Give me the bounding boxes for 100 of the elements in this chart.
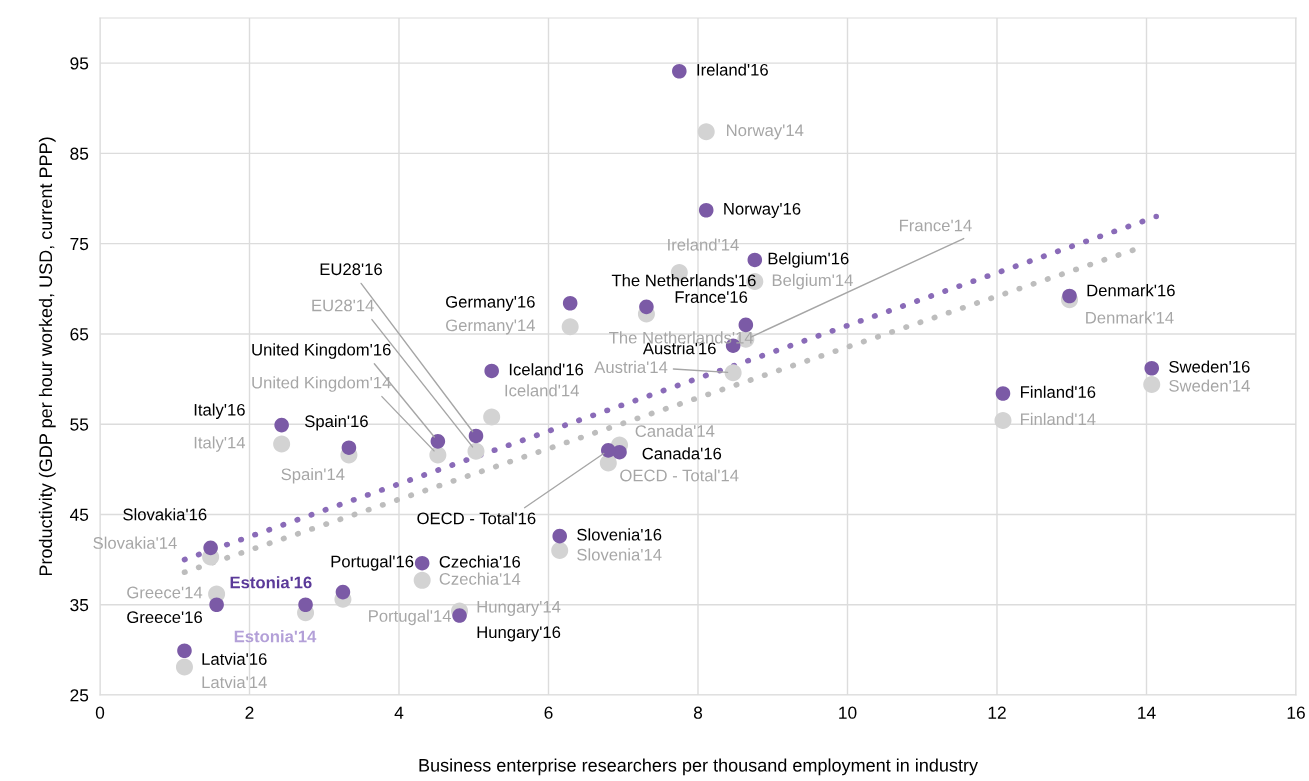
annotation: EU28'14 (312, 299, 374, 312)
annotation: Belgium'16 (768, 252, 849, 268)
annotation: Portugal'14 (369, 609, 452, 626)
point (274, 417, 289, 433)
x-tick-label: 16 (1287, 706, 1305, 719)
y-axis-title: Productivity (GDP per hour worked, USD, current PPP) (38, 137, 56, 576)
annotation: Spain'14 (281, 467, 345, 484)
annotation: Ireland'16 (697, 63, 768, 76)
y-tick-label: 35 (70, 598, 89, 612)
annotation: Spain'16 (305, 414, 368, 431)
point (1143, 375, 1161, 393)
x-tick-label: 14 (1138, 706, 1156, 719)
annotation: OECD - Total'16 (417, 512, 536, 525)
annotation: Italy'14 (194, 436, 246, 452)
annotation: Slovakia'14 (93, 536, 177, 549)
annotation: The Netherlands'14 (609, 331, 754, 344)
x-tick-label: 10 (839, 706, 857, 719)
y-tick-label: 45 (69, 508, 89, 521)
annotation: Denmark'16 (1087, 284, 1175, 297)
annotation: Estonia'16 (230, 576, 312, 589)
point (639, 299, 654, 315)
annotation: Sweden'16 (1169, 360, 1250, 373)
point (562, 295, 578, 311)
x-tick-label: 8 (693, 706, 703, 719)
point (341, 440, 357, 455)
point (413, 571, 431, 589)
annotation: Finland'16 (1021, 385, 1096, 398)
x-tick-label: 4 (394, 706, 404, 719)
point (724, 364, 742, 382)
annotation: Hungary'16 (477, 626, 561, 642)
point (175, 658, 193, 676)
annotation: Iceland'16 (509, 363, 584, 376)
x-axis-title: Business enterprise researchers per thousand employment in industry (419, 758, 978, 776)
point (552, 528, 567, 544)
point (468, 428, 484, 444)
annotation: The Netherlands'16 (611, 274, 756, 287)
point (483, 408, 501, 426)
annotation: Greece'16 (127, 611, 202, 624)
point (697, 123, 715, 141)
x-tick-label: 2 (245, 706, 254, 719)
annotation: Ireland'14 (668, 238, 739, 251)
annotation: Estonia'14 (234, 630, 317, 643)
point (672, 63, 687, 79)
annotation: France'16 (675, 291, 748, 303)
annotation: Denmark'14 (1086, 311, 1174, 324)
y-tick-label: 95 (70, 57, 89, 70)
annotation: Germany'16 (446, 295, 535, 312)
point (698, 202, 714, 218)
annotation: Finland'14 (1021, 412, 1096, 426)
point (203, 540, 218, 556)
point (1144, 360, 1160, 376)
point (209, 597, 224, 613)
annotation: Austria'16 (642, 342, 716, 355)
y-tick-label: 55 (70, 418, 89, 431)
annotation: France'14 (899, 219, 972, 232)
point (994, 412, 1012, 430)
point (599, 454, 617, 472)
annotation: Slovenia'16 (577, 528, 662, 541)
annotation: Portugal'16 (331, 555, 414, 571)
point (452, 608, 467, 623)
annotation: Germany'14 (446, 319, 535, 335)
point (430, 434, 446, 449)
y-tick-label: 75 (70, 238, 89, 251)
annotation: Latvia'14 (202, 675, 267, 689)
annotation: Norway'16 (724, 202, 801, 219)
y-tick-label: 85 (70, 147, 89, 160)
annotation: Czechia'14 (439, 572, 521, 585)
point (273, 435, 291, 453)
point (551, 542, 569, 560)
point (298, 597, 313, 613)
point (467, 442, 485, 460)
point (335, 584, 351, 600)
annotation: United Kingdom'16 (252, 343, 391, 359)
point (747, 252, 763, 268)
point (484, 363, 499, 379)
point (414, 555, 430, 571)
annotation: United Kingdom'14 (252, 376, 391, 392)
annotation: Austria'14 (594, 360, 668, 374)
point (429, 446, 447, 464)
annotation: Sweden'14 (1169, 379, 1250, 392)
annotation: Canada'14 (635, 424, 715, 437)
annotation: Latvia'16 (202, 652, 267, 665)
annotation: Hungary'14 (477, 601, 561, 617)
y-tick-label: 25 (70, 689, 89, 702)
annotation: OECD - Total'14 (620, 469, 739, 482)
annotation: Czechia'16 (439, 555, 521, 568)
annotation: Slovakia'16 (123, 508, 207, 521)
x-tick-label: 12 (988, 706, 1006, 719)
annotation: Greece'14 (127, 586, 203, 599)
x-tick-label: 0 (95, 706, 105, 719)
annotation: Iceland'14 (505, 384, 579, 397)
y-tick-label: 65 (70, 328, 89, 341)
point (1062, 288, 1077, 304)
annotation: EU28'16 (320, 263, 382, 276)
point (177, 643, 192, 659)
annotation: Slovenia'14 (577, 548, 662, 561)
point (995, 386, 1011, 401)
annotation: Italy'16 (194, 403, 245, 419)
annotation: Belgium'14 (772, 273, 853, 290)
point (601, 443, 616, 458)
